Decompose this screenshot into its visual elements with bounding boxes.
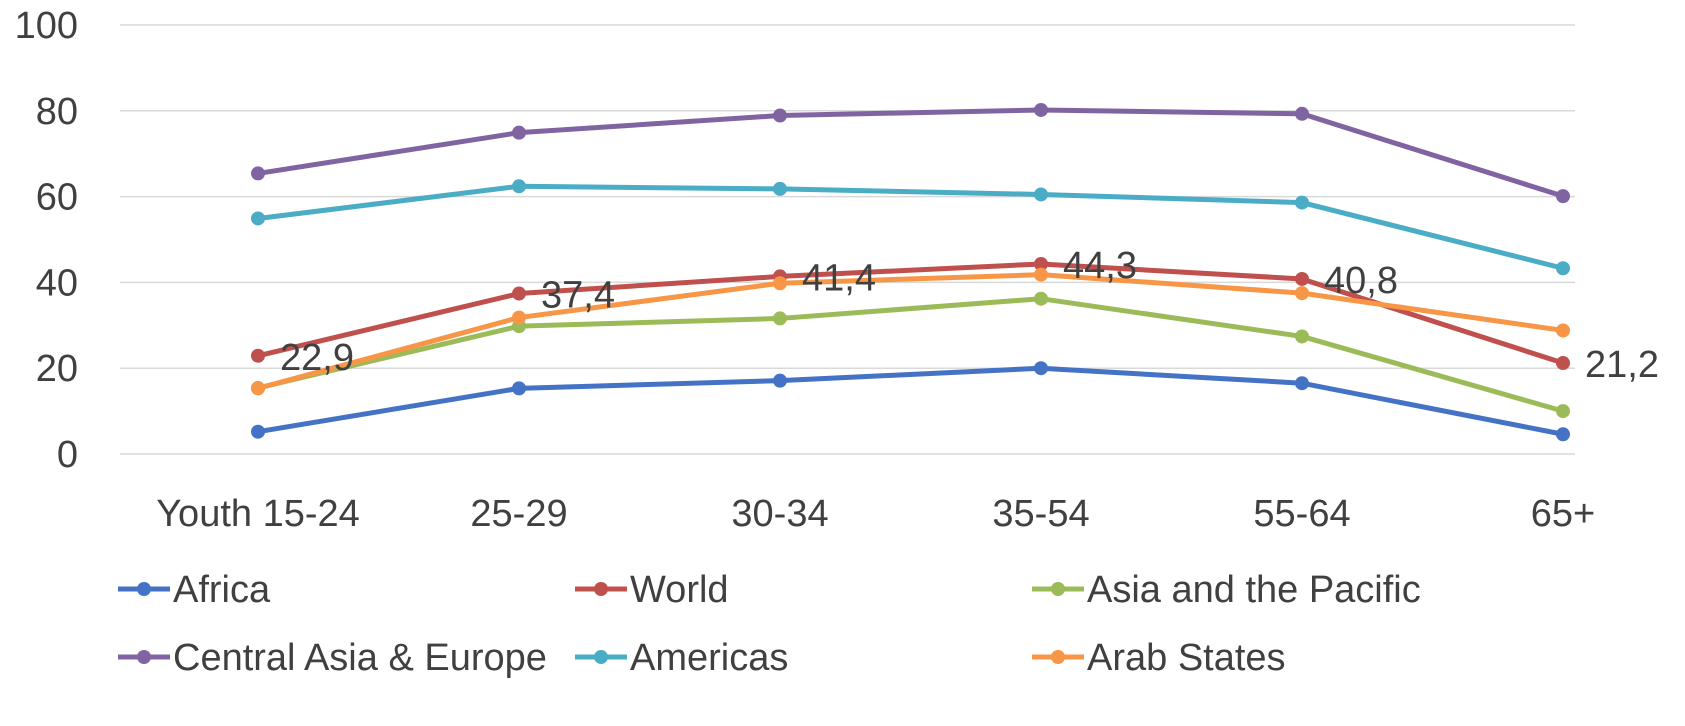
legend-label: Asia and the Pacific bbox=[1087, 569, 1421, 611]
data-label: 21,2 bbox=[1585, 344, 1659, 386]
series-line bbox=[257, 272, 1564, 391]
x-tick-label: 25-29 bbox=[470, 493, 567, 535]
data-point bbox=[1295, 286, 1309, 301]
data-label: 41,4 bbox=[802, 257, 876, 299]
data-point bbox=[1034, 291, 1048, 306]
data-point bbox=[1034, 187, 1048, 202]
data-point bbox=[1556, 323, 1570, 338]
x-tick-label: 65+ bbox=[1531, 493, 1595, 535]
x-tick-label: 30-34 bbox=[731, 493, 828, 535]
data-label: 44,3 bbox=[1063, 245, 1137, 287]
data-point bbox=[1556, 356, 1570, 371]
data-point bbox=[1295, 376, 1309, 391]
data-point bbox=[512, 286, 526, 301]
legend-label: Central Asia & Europe bbox=[173, 637, 547, 679]
legend-item: World bbox=[575, 569, 729, 611]
series-line bbox=[257, 296, 1564, 414]
data-point bbox=[1556, 189, 1570, 204]
gridlines bbox=[120, 24, 1575, 455]
legend-marker-icon bbox=[137, 650, 151, 664]
data-point bbox=[1295, 195, 1309, 210]
y-tick-label: 40 bbox=[36, 262, 78, 304]
legend-marker-icon bbox=[137, 582, 151, 596]
data-point bbox=[1295, 106, 1309, 121]
series-arab-states bbox=[251, 267, 1570, 396]
legend-marker-icon bbox=[1051, 582, 1065, 596]
data-point bbox=[1034, 102, 1048, 117]
legend-label: Arab States bbox=[1087, 637, 1286, 679]
series-line bbox=[257, 261, 1564, 366]
data-point bbox=[1556, 261, 1570, 276]
data-point bbox=[1295, 271, 1309, 286]
data-point bbox=[1556, 427, 1570, 442]
series-line bbox=[257, 107, 1564, 199]
series-africa bbox=[251, 361, 1570, 442]
data-point bbox=[773, 373, 787, 388]
data-point bbox=[512, 179, 526, 194]
data-point bbox=[773, 181, 787, 196]
data-point bbox=[1295, 329, 1309, 344]
data-point bbox=[1556, 404, 1570, 419]
legend-marker-icon bbox=[594, 582, 608, 596]
legend-item: Arab States bbox=[1032, 637, 1286, 679]
data-point bbox=[251, 348, 265, 363]
data-point bbox=[512, 310, 526, 325]
data-point bbox=[251, 424, 265, 439]
data-label: 22,9 bbox=[280, 337, 354, 379]
x-tick-label: 55-64 bbox=[1253, 493, 1350, 535]
y-tick-label: 0 bbox=[57, 434, 78, 476]
legend: Africa World Asia and the Pacific Central A… bbox=[118, 569, 1421, 679]
data-point bbox=[1034, 361, 1048, 376]
data-point bbox=[1034, 267, 1048, 282]
legend-item: Asia and the Pacific bbox=[1032, 569, 1421, 611]
data-label: 40,8 bbox=[1324, 260, 1398, 302]
legend-item: Africa bbox=[118, 569, 271, 611]
series-line bbox=[257, 365, 1564, 437]
data-labels: 22,9 37,4 41,4 44,3 40,8 21,2 bbox=[280, 245, 1659, 386]
legend-label: Africa bbox=[173, 569, 271, 611]
legend-marker-icon bbox=[594, 650, 608, 664]
legend-item: Americas bbox=[575, 637, 788, 679]
data-point bbox=[251, 381, 265, 396]
data-point bbox=[251, 211, 265, 226]
data-point bbox=[251, 166, 265, 181]
data-label: 37,4 bbox=[541, 275, 615, 317]
series-americas bbox=[251, 179, 1570, 276]
data-point bbox=[1034, 256, 1048, 271]
data-point bbox=[512, 381, 526, 396]
series-central-asia-europe bbox=[251, 102, 1570, 204]
x-tick-label: 35-54 bbox=[992, 493, 1089, 535]
y-axis-ticks: 0 20 40 60 80 100 bbox=[15, 5, 78, 476]
legend-marker-icon bbox=[1051, 650, 1065, 664]
data-point bbox=[773, 311, 787, 326]
y-tick-label: 60 bbox=[36, 177, 78, 219]
series-group bbox=[251, 102, 1570, 442]
y-tick-label: 20 bbox=[36, 348, 78, 390]
legend-label: Americas bbox=[630, 637, 788, 679]
data-point bbox=[512, 125, 526, 140]
legend-item: Central Asia & Europe bbox=[118, 637, 547, 679]
y-tick-label: 80 bbox=[36, 91, 78, 133]
x-axis-ticks: Youth 15-24 25-29 30-34 35-54 55-64 65+ bbox=[156, 493, 1595, 535]
x-tick-label: Youth 15-24 bbox=[156, 493, 360, 535]
data-point bbox=[773, 276, 787, 291]
legend-label: World bbox=[630, 569, 729, 611]
data-point bbox=[773, 108, 787, 123]
series-line bbox=[257, 183, 1564, 271]
y-tick-label: 100 bbox=[15, 5, 78, 47]
